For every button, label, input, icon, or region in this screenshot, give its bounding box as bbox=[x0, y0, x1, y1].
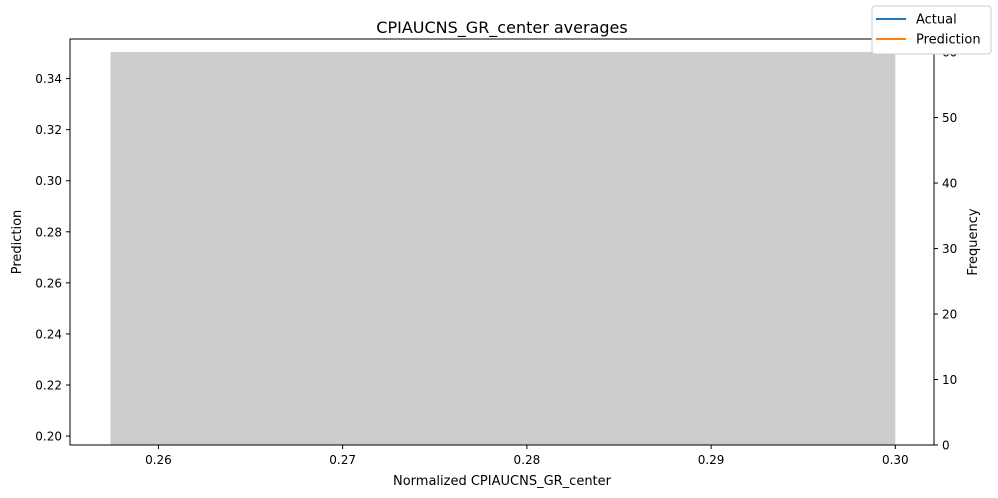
x-tick-label: 0.29 bbox=[698, 453, 725, 467]
y-right-tick-label: 20 bbox=[942, 308, 957, 322]
y-right-tick-label: 10 bbox=[942, 373, 957, 387]
x-tick-label: 0.26 bbox=[145, 453, 172, 467]
y-axis-label-right: Frequency bbox=[966, 208, 981, 275]
x-tick-label: 0.30 bbox=[882, 453, 909, 467]
legend-label-actual: Actual bbox=[916, 13, 957, 28]
y-left-tick-label: 0.32 bbox=[35, 123, 62, 137]
y-right-tick-label: 40 bbox=[942, 177, 957, 191]
legend: Actual Prediction bbox=[871, 5, 992, 55]
y-left-tick-label: 0.30 bbox=[35, 174, 62, 188]
histogram-bar bbox=[110, 52, 896, 446]
y-left-tick-label: 0.20 bbox=[35, 430, 62, 444]
y-left-tick-label: 0.34 bbox=[35, 72, 62, 86]
y-left-tick-label: 0.24 bbox=[35, 327, 62, 341]
y-right-tick-label: 50 bbox=[942, 111, 957, 125]
x-axis-label: Normalized CPIAUCNS_GR_center bbox=[393, 474, 612, 489]
legend-label-prediction: Prediction bbox=[916, 33, 981, 48]
y-axis-label-left: Prediction bbox=[10, 210, 25, 275]
axes-frame bbox=[69, 38, 935, 446]
y-right-tick-label: 0 bbox=[942, 439, 950, 453]
x-tick-label: 0.27 bbox=[329, 453, 356, 467]
chart-title: CPIAUCNS_GR_center averages bbox=[376, 18, 627, 38]
y-left-tick-label: 0.28 bbox=[35, 225, 62, 239]
x-tick-label: 0.28 bbox=[514, 453, 541, 467]
y-left-tick-label: 0.22 bbox=[35, 378, 62, 392]
y-right-tick-label: 30 bbox=[942, 242, 957, 256]
y-left-tick-label: 0.26 bbox=[35, 276, 62, 290]
